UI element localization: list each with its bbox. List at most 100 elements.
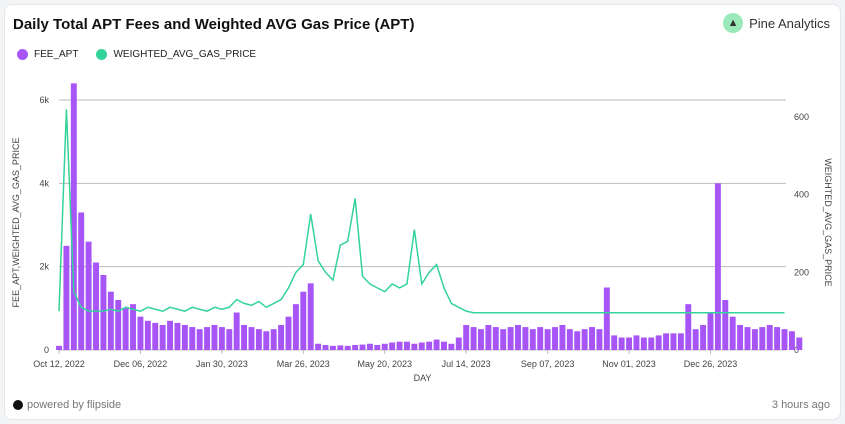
bar-fee-apt [352, 345, 359, 350]
y2-tick-label: 400 [794, 190, 809, 200]
bar-fee-apt [70, 83, 77, 350]
bar-fee-apt [441, 341, 447, 350]
y-tick-label: 0 [44, 345, 49, 355]
bar-fee-apt [196, 329, 203, 350]
bar-fee-apt [751, 329, 758, 350]
bar-fee-apt [144, 320, 151, 350]
updated-time: 3 hours ago [771, 399, 830, 411]
y2-tick-label: 200 [794, 267, 809, 277]
powered-by: powered by flipside [27, 399, 122, 411]
bar-fee-apt [589, 327, 595, 350]
bar-fee-apt [796, 337, 803, 350]
bar-fee-apt [566, 329, 573, 350]
y-tick-label: 2k [39, 262, 49, 272]
bar-fee-apt [78, 212, 85, 350]
legend-item-fee[interactable]: FEE_APT [17, 49, 78, 60]
bar-fee-apt [537, 327, 544, 350]
y-axis-title: FEE_APT,WEIGHTED_AVG_GAS_PRICE [11, 138, 21, 308]
bar-fee-apt [522, 327, 529, 350]
bar-fee-apt [115, 300, 122, 350]
bar-fee-apt [692, 329, 699, 350]
bar-fee-apt [122, 308, 129, 350]
y-tick-label: 6k [39, 95, 49, 105]
y2-tick-label: 600 [794, 112, 809, 122]
bar-fee-apt [455, 337, 462, 350]
bar-fee-apt [552, 327, 558, 350]
bar-fee-apt [463, 325, 470, 350]
bar-fee-apt [233, 312, 240, 350]
bar-fee-apt [411, 343, 418, 350]
bar-fee-apt [181, 325, 188, 350]
bar-fee-apt [707, 312, 714, 350]
bar-fee-apt [56, 345, 62, 350]
legend-dot [17, 49, 28, 60]
bar-fee-apt [722, 300, 729, 350]
bar-fee-apt [189, 327, 196, 350]
bar-fee-apt [315, 343, 322, 350]
bar-fee-apt [685, 304, 692, 350]
bar-fee-apt [737, 325, 744, 350]
bar-fee-apt [515, 325, 521, 350]
bar-fee-apt [433, 339, 440, 350]
bar-fee-apt [611, 335, 618, 350]
bar-fee-apt [648, 337, 655, 350]
bar-fee-apt [470, 327, 477, 350]
bar-fee-apt [500, 329, 507, 350]
line-weighted-avg-gas-price [58, 109, 785, 314]
bar-fee-apt [366, 343, 373, 350]
bar-fee-apt [729, 316, 736, 350]
legend-dot [96, 49, 108, 60]
flipside-icon [13, 400, 23, 410]
bar-fee-apt [389, 342, 396, 350]
pine-tree-icon: ▲ [723, 13, 744, 33]
bar-fee-apt [174, 322, 181, 350]
bar-fee-apt [559, 325, 566, 350]
bar-fee-apt [329, 345, 336, 350]
bar-fee-apt [381, 343, 388, 350]
brand-name: Pine Analytics [749, 15, 830, 31]
x-tick-label: Oct 12, 2022 [33, 359, 85, 369]
bar-fee-apt [63, 245, 70, 350]
bar-fee-apt [574, 331, 581, 350]
y-tick-label: 4k [39, 178, 49, 188]
bar-fee-apt [714, 183, 721, 350]
bar-fee-apt [100, 275, 107, 350]
bar-fee-apt [137, 316, 144, 350]
bar-fee-apt [544, 329, 551, 350]
bar-fee-apt [492, 327, 499, 350]
x-tick-label: Sep 07, 2023 [521, 359, 575, 369]
bar-fee-apt [781, 329, 788, 350]
bar-fee-apt [478, 329, 484, 350]
legend-item-gas[interactable]: WEIGHTED_AVG_GAS_PRICE [96, 49, 256, 60]
bar-fee-apt [596, 329, 603, 350]
bar-fee-apt [307, 283, 314, 350]
bar-fee-apt [107, 291, 114, 350]
x-tick-label: Mar 26, 2023 [277, 359, 330, 369]
x-tick-label: Dec 06, 2022 [114, 359, 168, 369]
y2-axis-title: WEIGHTED_AVG_GAS_PRICE [823, 158, 833, 286]
bar-fee-apt [603, 287, 610, 350]
bar-fee-apt [774, 327, 781, 350]
bar-fee-apt [322, 345, 329, 350]
bar-fee-apt [581, 329, 588, 350]
bar-fee-apt [241, 325, 248, 350]
x-tick-label: Jan 30, 2023 [196, 359, 248, 369]
bar-fee-apt [85, 241, 92, 350]
bar-fee-apt [670, 333, 677, 350]
bar-fee-apt [211, 325, 218, 350]
bar-fee-apt [700, 325, 707, 350]
footer[interactable]: powered by flipside [13, 399, 121, 411]
x-tick-label: Nov 01, 2023 [602, 359, 656, 369]
bar-fee-apt [159, 325, 166, 350]
bar-fee-apt [640, 337, 647, 350]
bar-fee-apt [344, 345, 351, 350]
bar-fee-apt [300, 291, 307, 350]
bar-fee-apt [167, 320, 174, 350]
bar-fee-apt [285, 316, 292, 350]
legend: FEE_APT WEIGHTED_AVG_GAS_PRICE [17, 49, 256, 60]
bar-fee-apt [507, 327, 514, 350]
bar-fee-apt [292, 304, 299, 350]
x-tick-label: Jul 14, 2023 [442, 359, 491, 369]
brand[interactable]: ▲ Pine Analytics [723, 13, 830, 33]
